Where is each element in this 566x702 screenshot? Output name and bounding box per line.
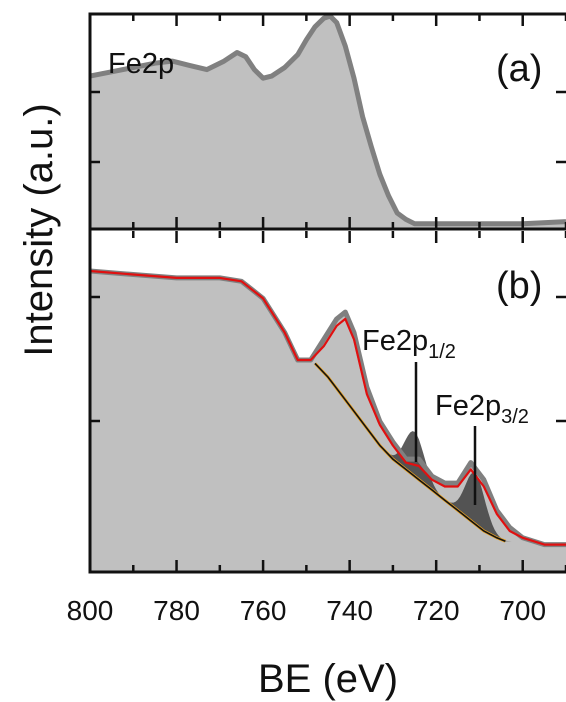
x-tick-label-760: 760 bbox=[240, 595, 287, 626]
panel-label-b: (b) bbox=[496, 265, 542, 307]
axis-frame bbox=[88, 12, 566, 574]
background-line bbox=[314, 362, 506, 542]
fit-line bbox=[90, 269, 566, 546]
spectrum-line-a bbox=[90, 14, 566, 227]
fitted-peak-1 bbox=[375, 431, 454, 507]
y-axis-label: Intensity (a.u.) bbox=[17, 103, 61, 356]
axis-ticks bbox=[88, 14, 566, 572]
x-tick-label-700: 700 bbox=[499, 595, 546, 626]
peak-label-1-2: Fe2p1/2 bbox=[362, 325, 456, 363]
x-tick-labels: 800 780 760 740 720 700 bbox=[67, 595, 546, 626]
x-axis-label: BE (eV) bbox=[258, 657, 398, 701]
panel-b bbox=[90, 268, 566, 572]
panel-a bbox=[90, 14, 566, 228]
panel-label-a: (a) bbox=[496, 48, 542, 90]
spectrum-fill-b bbox=[90, 271, 566, 572]
x-tick-label-780: 780 bbox=[153, 595, 200, 626]
x-tick-label-740: 740 bbox=[326, 595, 373, 626]
element-label-fe2p: Fe2p bbox=[108, 48, 174, 80]
plot-border bbox=[88, 12, 566, 574]
peak-annotations: Fe2p1/2 Fe2p3/2 bbox=[362, 325, 529, 505]
fitted-peak-2 bbox=[436, 472, 515, 542]
peak-label-3-2: Fe2p3/2 bbox=[435, 390, 529, 428]
x-tick-label-800: 800 bbox=[67, 595, 114, 626]
x-tick-label-720: 720 bbox=[413, 595, 460, 626]
